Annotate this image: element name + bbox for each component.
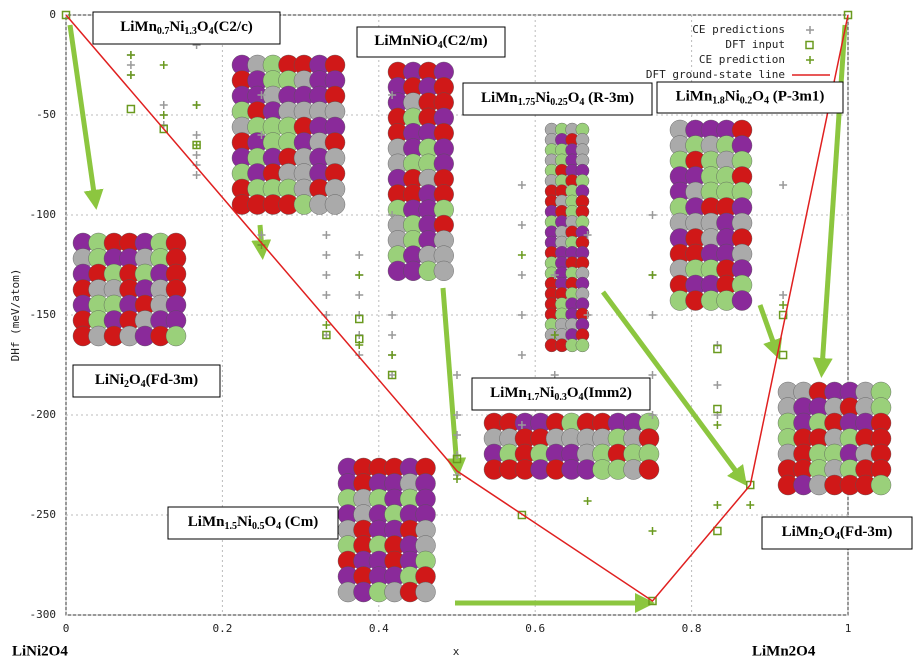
plus-point bbox=[322, 251, 330, 259]
plus-point bbox=[322, 231, 330, 239]
plus-point bbox=[193, 151, 201, 159]
atom bbox=[434, 261, 454, 281]
plus-point bbox=[453, 475, 461, 483]
annotation: LiMnNiO4(C2/m) bbox=[374, 33, 487, 51]
atom bbox=[576, 339, 589, 352]
x-tick-label: 0 bbox=[63, 622, 70, 635]
crystal-structure bbox=[670, 120, 752, 311]
x-axis-label: x bbox=[453, 645, 460, 658]
plus-point bbox=[388, 311, 396, 319]
plus-point bbox=[127, 71, 135, 79]
plus-point bbox=[160, 111, 168, 119]
square-point bbox=[127, 106, 134, 113]
end-label: LiMn2O4 bbox=[752, 643, 816, 659]
y-tick-label: -100 bbox=[30, 208, 57, 221]
plus-point bbox=[322, 291, 330, 299]
plus-point bbox=[518, 311, 526, 319]
plus-point bbox=[518, 181, 526, 189]
atom bbox=[325, 195, 345, 215]
plus-point bbox=[355, 291, 363, 299]
arrow bbox=[443, 288, 457, 468]
y-tick-label: -150 bbox=[30, 308, 57, 321]
x-tick-label: 0.4 bbox=[369, 622, 389, 635]
crystal-structure bbox=[388, 62, 454, 281]
crystal-structure bbox=[73, 233, 186, 346]
plus-point bbox=[127, 51, 135, 59]
plus-point bbox=[746, 501, 754, 509]
plus-point bbox=[649, 311, 657, 319]
end-label: LiNi2O4 bbox=[12, 643, 68, 659]
plus-point bbox=[193, 101, 201, 109]
plus-point bbox=[779, 301, 787, 309]
arrow bbox=[70, 25, 95, 200]
y-tick-label: -250 bbox=[30, 508, 57, 521]
atom bbox=[416, 582, 436, 602]
plus-point bbox=[518, 351, 526, 359]
atom bbox=[871, 475, 891, 495]
plus-point bbox=[388, 351, 396, 359]
plus-point bbox=[388, 331, 396, 339]
square-point bbox=[714, 528, 721, 535]
y-tick-label: 0 bbox=[49, 8, 56, 21]
legend-swatch bbox=[806, 56, 814, 64]
legend-label: CE prediction bbox=[699, 53, 785, 66]
plus-point bbox=[518, 251, 526, 259]
crystal-structure bbox=[484, 413, 659, 480]
plus-point bbox=[453, 371, 461, 379]
legend-swatch bbox=[806, 26, 814, 34]
square-point bbox=[780, 352, 787, 359]
x-tick-label: 0.2 bbox=[212, 622, 232, 635]
y-tick-label: -50 bbox=[36, 108, 56, 121]
plus-point bbox=[649, 527, 657, 535]
crystal-structure bbox=[338, 458, 436, 602]
crystal-structure bbox=[778, 382, 891, 495]
plus-point bbox=[713, 421, 721, 429]
plus-point bbox=[779, 181, 787, 189]
crystal-structure bbox=[232, 55, 345, 215]
plus-point bbox=[160, 61, 168, 69]
plus-point bbox=[322, 271, 330, 279]
plus-point bbox=[127, 61, 135, 69]
legend-swatch bbox=[806, 42, 813, 49]
crystal-structure bbox=[545, 123, 589, 352]
plus-point bbox=[193, 171, 201, 179]
arrow bbox=[760, 305, 776, 350]
atom bbox=[166, 326, 186, 346]
plus-point bbox=[160, 101, 168, 109]
plus-point bbox=[193, 131, 201, 139]
atom bbox=[732, 291, 752, 311]
plus-point bbox=[713, 501, 721, 509]
atom bbox=[639, 460, 659, 480]
x-tick-label: 0.6 bbox=[525, 622, 545, 635]
legend-label: CE predictions bbox=[692, 23, 785, 36]
plus-point bbox=[518, 221, 526, 229]
plus-point bbox=[584, 497, 592, 505]
legend-label: DFT ground-state line bbox=[646, 68, 785, 81]
x-tick-label: 1 bbox=[845, 622, 852, 635]
arrow bbox=[822, 25, 845, 368]
legend-label: DFT input bbox=[725, 38, 785, 51]
annotation: LiNi2O4(Fd-3m) bbox=[95, 372, 198, 390]
plus-point bbox=[713, 381, 721, 389]
chart: x DHf (meV/atom) 0 0.2 0.4 0.6 0.8 1 0 -50 -100 -… bbox=[0, 0, 915, 667]
plus-point bbox=[649, 271, 657, 279]
plus-point bbox=[355, 251, 363, 259]
x-tick-label: 0.8 bbox=[682, 622, 702, 635]
y-tick-label: -200 bbox=[30, 408, 57, 421]
plus-point bbox=[779, 291, 787, 299]
plus-point bbox=[355, 271, 363, 279]
plus-point bbox=[518, 271, 526, 279]
plus-point bbox=[649, 211, 657, 219]
y-tick-label: -300 bbox=[30, 608, 57, 621]
y-axis-label: DHf (meV/atom) bbox=[9, 269, 22, 362]
